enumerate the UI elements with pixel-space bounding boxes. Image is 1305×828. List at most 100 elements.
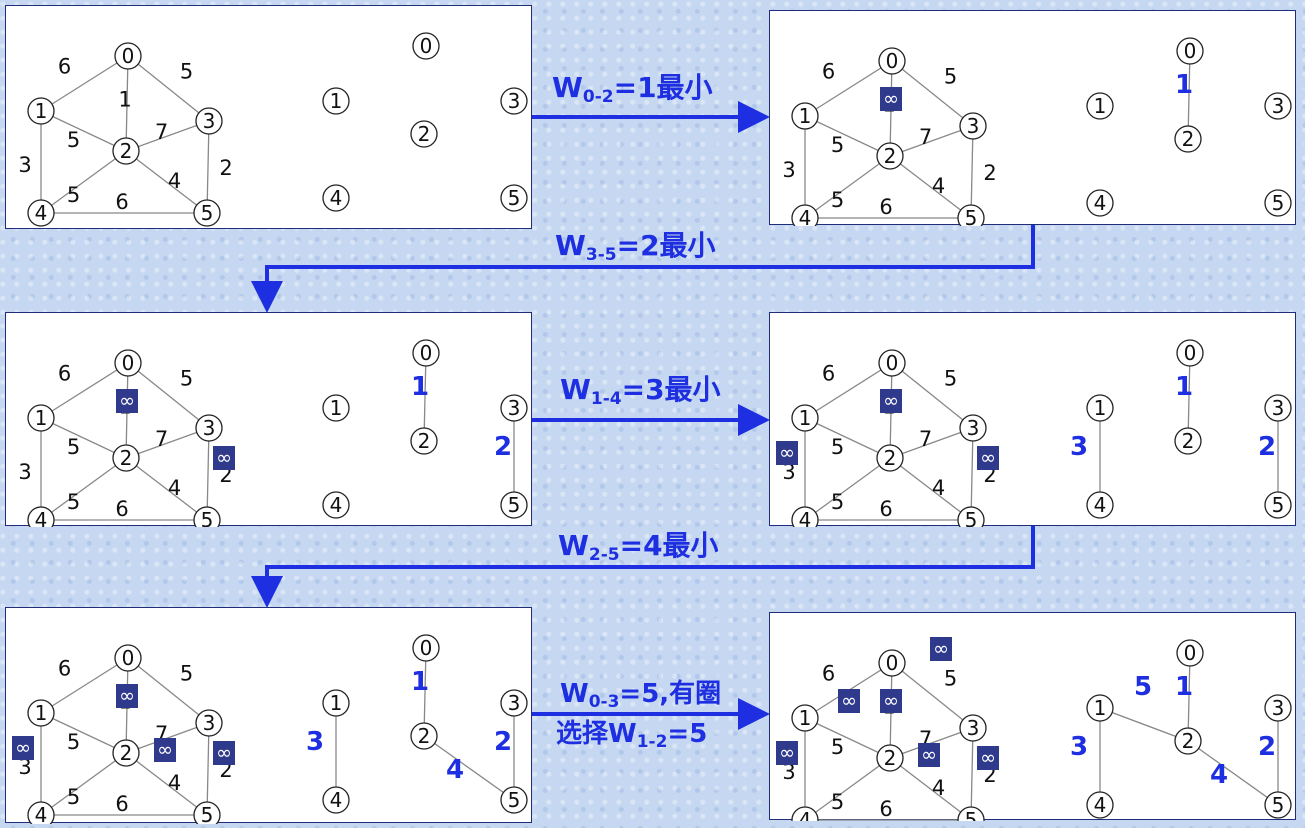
svg-text:3: 3 bbox=[967, 416, 980, 440]
tree-weight-0-2: 1 bbox=[1175, 372, 1193, 402]
graph-vertex-4: 4 bbox=[28, 200, 54, 226]
graph-vertex-0: 0 bbox=[879, 350, 905, 376]
graph-edge-3-5 bbox=[971, 428, 973, 520]
graph-edge-0-3 bbox=[892, 61, 973, 126]
edge-weight-1-2: 5 bbox=[831, 435, 844, 459]
edge-weight-2-4: 5 bbox=[831, 790, 844, 814]
graph-vertex-4: 4 bbox=[792, 205, 818, 226]
infinity-mark-3-5: ∞ bbox=[213, 741, 235, 765]
edge-weight-2-5: 4 bbox=[168, 771, 181, 795]
edge-weight-4-5: 6 bbox=[115, 190, 128, 214]
tree-weight-1-2: 5 bbox=[1134, 672, 1152, 702]
forest-vertex-1: 1 bbox=[1087, 93, 1113, 119]
graph-vertex-3: 3 bbox=[196, 415, 222, 441]
forest-vertex-4: 4 bbox=[323, 787, 349, 813]
graph-vertex-1: 1 bbox=[792, 705, 818, 731]
edge-weight-0-1: 6 bbox=[822, 362, 835, 386]
edge-weight-0-2: 1 bbox=[118, 88, 131, 112]
tree-weight-0-2: 1 bbox=[1175, 70, 1193, 100]
graph-edge-2-4 bbox=[805, 156, 890, 218]
svg-text:2: 2 bbox=[1182, 729, 1195, 753]
edge-weight-1-4: 3 bbox=[18, 153, 31, 177]
edge-weight-1-2: 5 bbox=[67, 435, 80, 459]
svg-text:2: 2 bbox=[120, 139, 133, 163]
graph-vertex-4: 4 bbox=[28, 802, 54, 824]
forest-vertex-2: 2 bbox=[1175, 428, 1201, 454]
graph-edge-2-4 bbox=[41, 151, 126, 213]
graph-vertex-0: 0 bbox=[879, 48, 905, 74]
graph-edge-2-5 bbox=[890, 758, 971, 820]
svg-text:2: 2 bbox=[418, 122, 431, 146]
tree-weight-2-5: 4 bbox=[1210, 760, 1228, 790]
svg-text:1: 1 bbox=[330, 691, 343, 715]
graph-vertex-5: 5 bbox=[958, 205, 984, 226]
svg-text:0: 0 bbox=[886, 49, 899, 73]
svg-text:4: 4 bbox=[35, 803, 48, 824]
svg-text:3: 3 bbox=[203, 416, 216, 440]
graph-vertex-2: 2 bbox=[113, 445, 139, 471]
edge-weight-0-3: 5 bbox=[180, 367, 193, 391]
svg-text:∞: ∞ bbox=[779, 742, 795, 764]
svg-text:∞: ∞ bbox=[921, 744, 937, 766]
infinity-mark-1-4: ∞ bbox=[776, 441, 798, 465]
graph-edge-1-2 bbox=[41, 713, 126, 753]
svg-text:∞: ∞ bbox=[119, 685, 135, 707]
graph-edge-3-5 bbox=[207, 121, 209, 213]
step-panel-3: 6515735426012345∞∞12012345 bbox=[5, 312, 532, 526]
graph-vertex-5: 5 bbox=[958, 507, 984, 527]
infinity-mark-3-5: ∞ bbox=[977, 746, 999, 770]
svg-text:∞: ∞ bbox=[883, 690, 899, 712]
svg-text:1: 1 bbox=[1094, 94, 1107, 118]
graph-edge-0-3 bbox=[128, 658, 209, 723]
graph-edge-0-3 bbox=[892, 363, 973, 428]
svg-text:3: 3 bbox=[967, 114, 980, 138]
svg-text:5: 5 bbox=[508, 788, 521, 812]
svg-text:0: 0 bbox=[1184, 39, 1197, 63]
edge-weight-1-2: 5 bbox=[67, 128, 80, 152]
graph-edge-1-2 bbox=[805, 116, 890, 156]
graph-vertex-5: 5 bbox=[194, 802, 220, 824]
tree-weight-0-2: 1 bbox=[411, 372, 429, 402]
svg-text:3: 3 bbox=[967, 716, 980, 740]
forest-vertex-5: 5 bbox=[1265, 792, 1291, 818]
forest-vertex-1: 1 bbox=[323, 690, 349, 716]
svg-text:2: 2 bbox=[418, 429, 431, 453]
svg-text:2: 2 bbox=[418, 724, 431, 748]
svg-text:0: 0 bbox=[420, 636, 433, 660]
svg-text:∞: ∞ bbox=[883, 88, 899, 110]
svg-text:3: 3 bbox=[508, 691, 521, 715]
svg-text:5: 5 bbox=[1272, 493, 1285, 517]
svg-text:4: 4 bbox=[330, 186, 343, 210]
svg-text:∞: ∞ bbox=[980, 447, 996, 469]
svg-text:1: 1 bbox=[799, 406, 812, 430]
forest-vertex-0: 0 bbox=[1177, 38, 1203, 64]
svg-text:1: 1 bbox=[330, 396, 343, 420]
edge-weight-1-4: 3 bbox=[782, 158, 795, 182]
edge-weight-0-1: 6 bbox=[822, 662, 835, 686]
forest-vertex-2: 2 bbox=[1175, 126, 1201, 152]
graph-edge-2-5 bbox=[126, 753, 207, 815]
graph-edge-2-5 bbox=[126, 458, 207, 520]
svg-text:2: 2 bbox=[884, 144, 897, 168]
tree-weight-1-4: 3 bbox=[306, 727, 324, 757]
graph-vertex-1: 1 bbox=[28, 405, 54, 431]
svg-text:1: 1 bbox=[330, 89, 343, 113]
edge-weight-0-3: 5 bbox=[944, 65, 957, 89]
forest-vertex-0: 0 bbox=[1177, 640, 1203, 666]
transition-label-2: W3-5=2最小 bbox=[555, 232, 716, 264]
edge-weight-0-3: 5 bbox=[944, 667, 957, 691]
step-diagram-1: 6 515 73542601234 501234 5 bbox=[6, 6, 533, 230]
graph-vertex-2: 2 bbox=[113, 138, 139, 164]
graph-vertex-3: 3 bbox=[960, 113, 986, 139]
graph-edge-0-1 bbox=[805, 363, 892, 418]
forest-vertex-3: 3 bbox=[501, 690, 527, 716]
tree-edge-1-2 bbox=[1100, 708, 1188, 741]
graph-vertex-1: 1 bbox=[28, 98, 54, 124]
forest-vertex-1: 1 bbox=[323, 88, 349, 114]
svg-text:1: 1 bbox=[799, 706, 812, 730]
infinity-mark-0-2: ∞ bbox=[880, 389, 902, 413]
svg-text:0: 0 bbox=[1184, 341, 1197, 365]
